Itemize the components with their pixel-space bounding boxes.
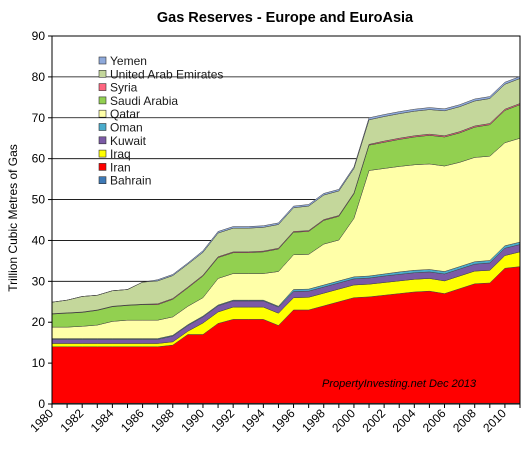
legend-swatch-united-arab-emirates (98, 70, 107, 78)
legend-swatch-qatar (98, 109, 107, 118)
legend-swatch-yemen (98, 56, 107, 65)
legend-swatch-kuwait (98, 136, 107, 145)
chart-title: Gas Reserves - Europe and EuroAsia (157, 10, 414, 26)
legend-label-yemen: Yemen (110, 54, 147, 68)
legend-swatch-bahrain (98, 176, 107, 184)
legend-swatch-iraq (98, 149, 107, 158)
legend-label-iraq: Iraq (110, 147, 131, 161)
stacked-areas (51, 76, 521, 405)
legend-label-saudi-arabia: Saudi Arabia (110, 94, 178, 108)
legend-swatch-saudi-arabia (98, 96, 107, 105)
legend-swatch-iran (98, 163, 107, 171)
y-tick-label-60: 60 (32, 152, 46, 166)
plot-frame (51, 35, 521, 405)
y-tick-label-50: 50 (32, 193, 46, 207)
legend-swatch-oman (98, 123, 107, 131)
legend-label-iran: Iran (110, 160, 131, 174)
y-tick-label-90: 90 (32, 29, 46, 43)
legend-label-kuwait: Kuwait (110, 134, 147, 148)
y-tick-label-70: 70 (32, 111, 46, 125)
legend-label-syria: Syria (110, 81, 138, 95)
legend-label-bahrain: Bahrain (110, 174, 151, 188)
legend-swatch-syria (98, 83, 107, 91)
y-tick-label-0: 0 (38, 397, 45, 411)
y-tick-label-30: 30 (32, 274, 46, 288)
y-tick-label-80: 80 (32, 70, 46, 84)
legend-label-oman: Oman (110, 121, 143, 135)
legend-label-united-arab-emirates: United Arab Emirates (110, 67, 223, 81)
source-annotation: PropertyInvesting.net Dec 2013 (322, 378, 477, 390)
y-tick-label-20: 20 (32, 315, 46, 329)
legend-label-qatar: Qatar (110, 107, 140, 121)
y-tick-label-40: 40 (32, 233, 46, 247)
y-axis-label: Trillion Cubic Metres of Gas (6, 144, 20, 292)
y-tick-label-10: 10 (32, 356, 46, 370)
